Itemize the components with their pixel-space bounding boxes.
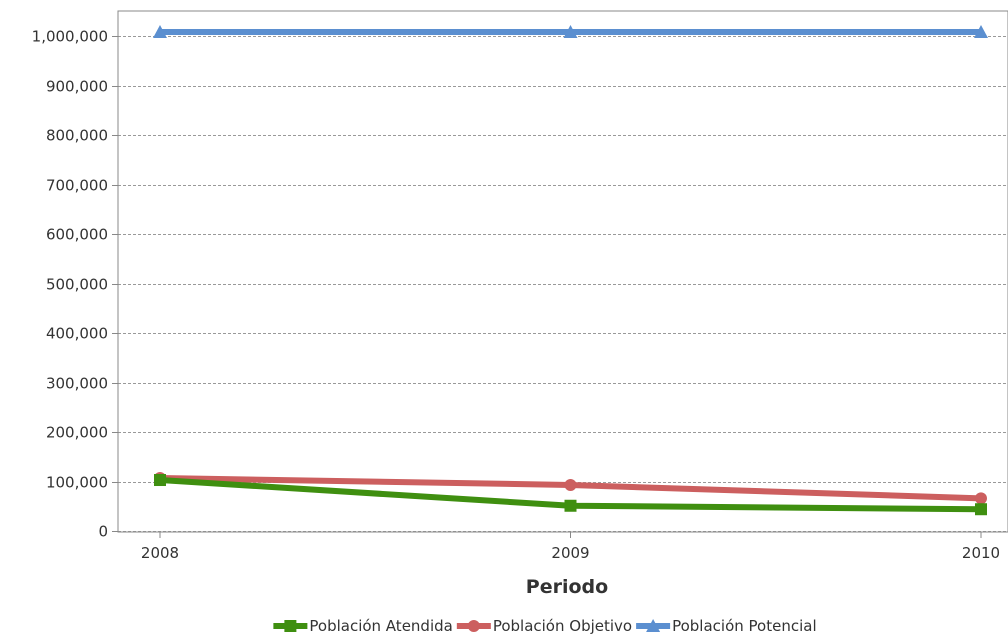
data-point	[975, 492, 987, 505]
data-point	[974, 25, 988, 39]
data-point	[467, 620, 480, 632]
legend-item: Población Atendida	[273, 617, 453, 635]
data-point	[975, 503, 987, 516]
y-tick-label: 700,000	[46, 177, 108, 195]
y-tick-label: 1,000,000	[32, 28, 108, 46]
y-tick-label: 600,000	[46, 226, 108, 244]
data-point	[154, 474, 166, 487]
grid-lines	[118, 36, 1008, 532]
x-axis-title: Periodo	[526, 576, 608, 598]
x-axis: 2008 2009 2010	[141, 532, 1000, 562]
x-tick-label: 2008	[141, 544, 179, 562]
legend: Población Atendida Población Objetivo Pobl…	[273, 617, 817, 635]
x-tick-label: 2009	[551, 544, 589, 562]
y-tick-label: 800,000	[46, 127, 108, 145]
series-2	[153, 25, 988, 39]
x-tick-label: 2010	[962, 544, 1000, 562]
legend-label: Población Objetivo	[493, 617, 632, 635]
series-0	[154, 474, 987, 516]
y-tick-label: 400,000	[46, 325, 108, 343]
plot-frame	[117, 10, 1008, 533]
series-lines	[153, 25, 988, 516]
data-point	[563, 25, 578, 39]
y-axis: 0 100,000 200,000 300,000 400,000 500,000 600,…	[32, 28, 118, 541]
legend-item: Población Objetivo	[456, 617, 632, 635]
data-point	[284, 620, 297, 632]
data-point	[646, 619, 661, 632]
y-tick-label: 900,000	[46, 78, 108, 96]
legend-label: Población Potencial	[672, 617, 817, 635]
data-point	[564, 499, 577, 512]
data-point	[153, 25, 167, 39]
legend-item: Población Potencial	[636, 617, 817, 635]
y-tick-label: 100,000	[46, 474, 108, 492]
y-tick-label: 0	[98, 523, 108, 541]
y-tick-label: 200,000	[46, 424, 108, 442]
legend-label: Población Atendida	[309, 617, 452, 635]
y-tick-label: 300,000	[46, 375, 108, 393]
y-tick-label: 500,000	[46, 276, 108, 294]
data-point	[564, 478, 577, 491]
